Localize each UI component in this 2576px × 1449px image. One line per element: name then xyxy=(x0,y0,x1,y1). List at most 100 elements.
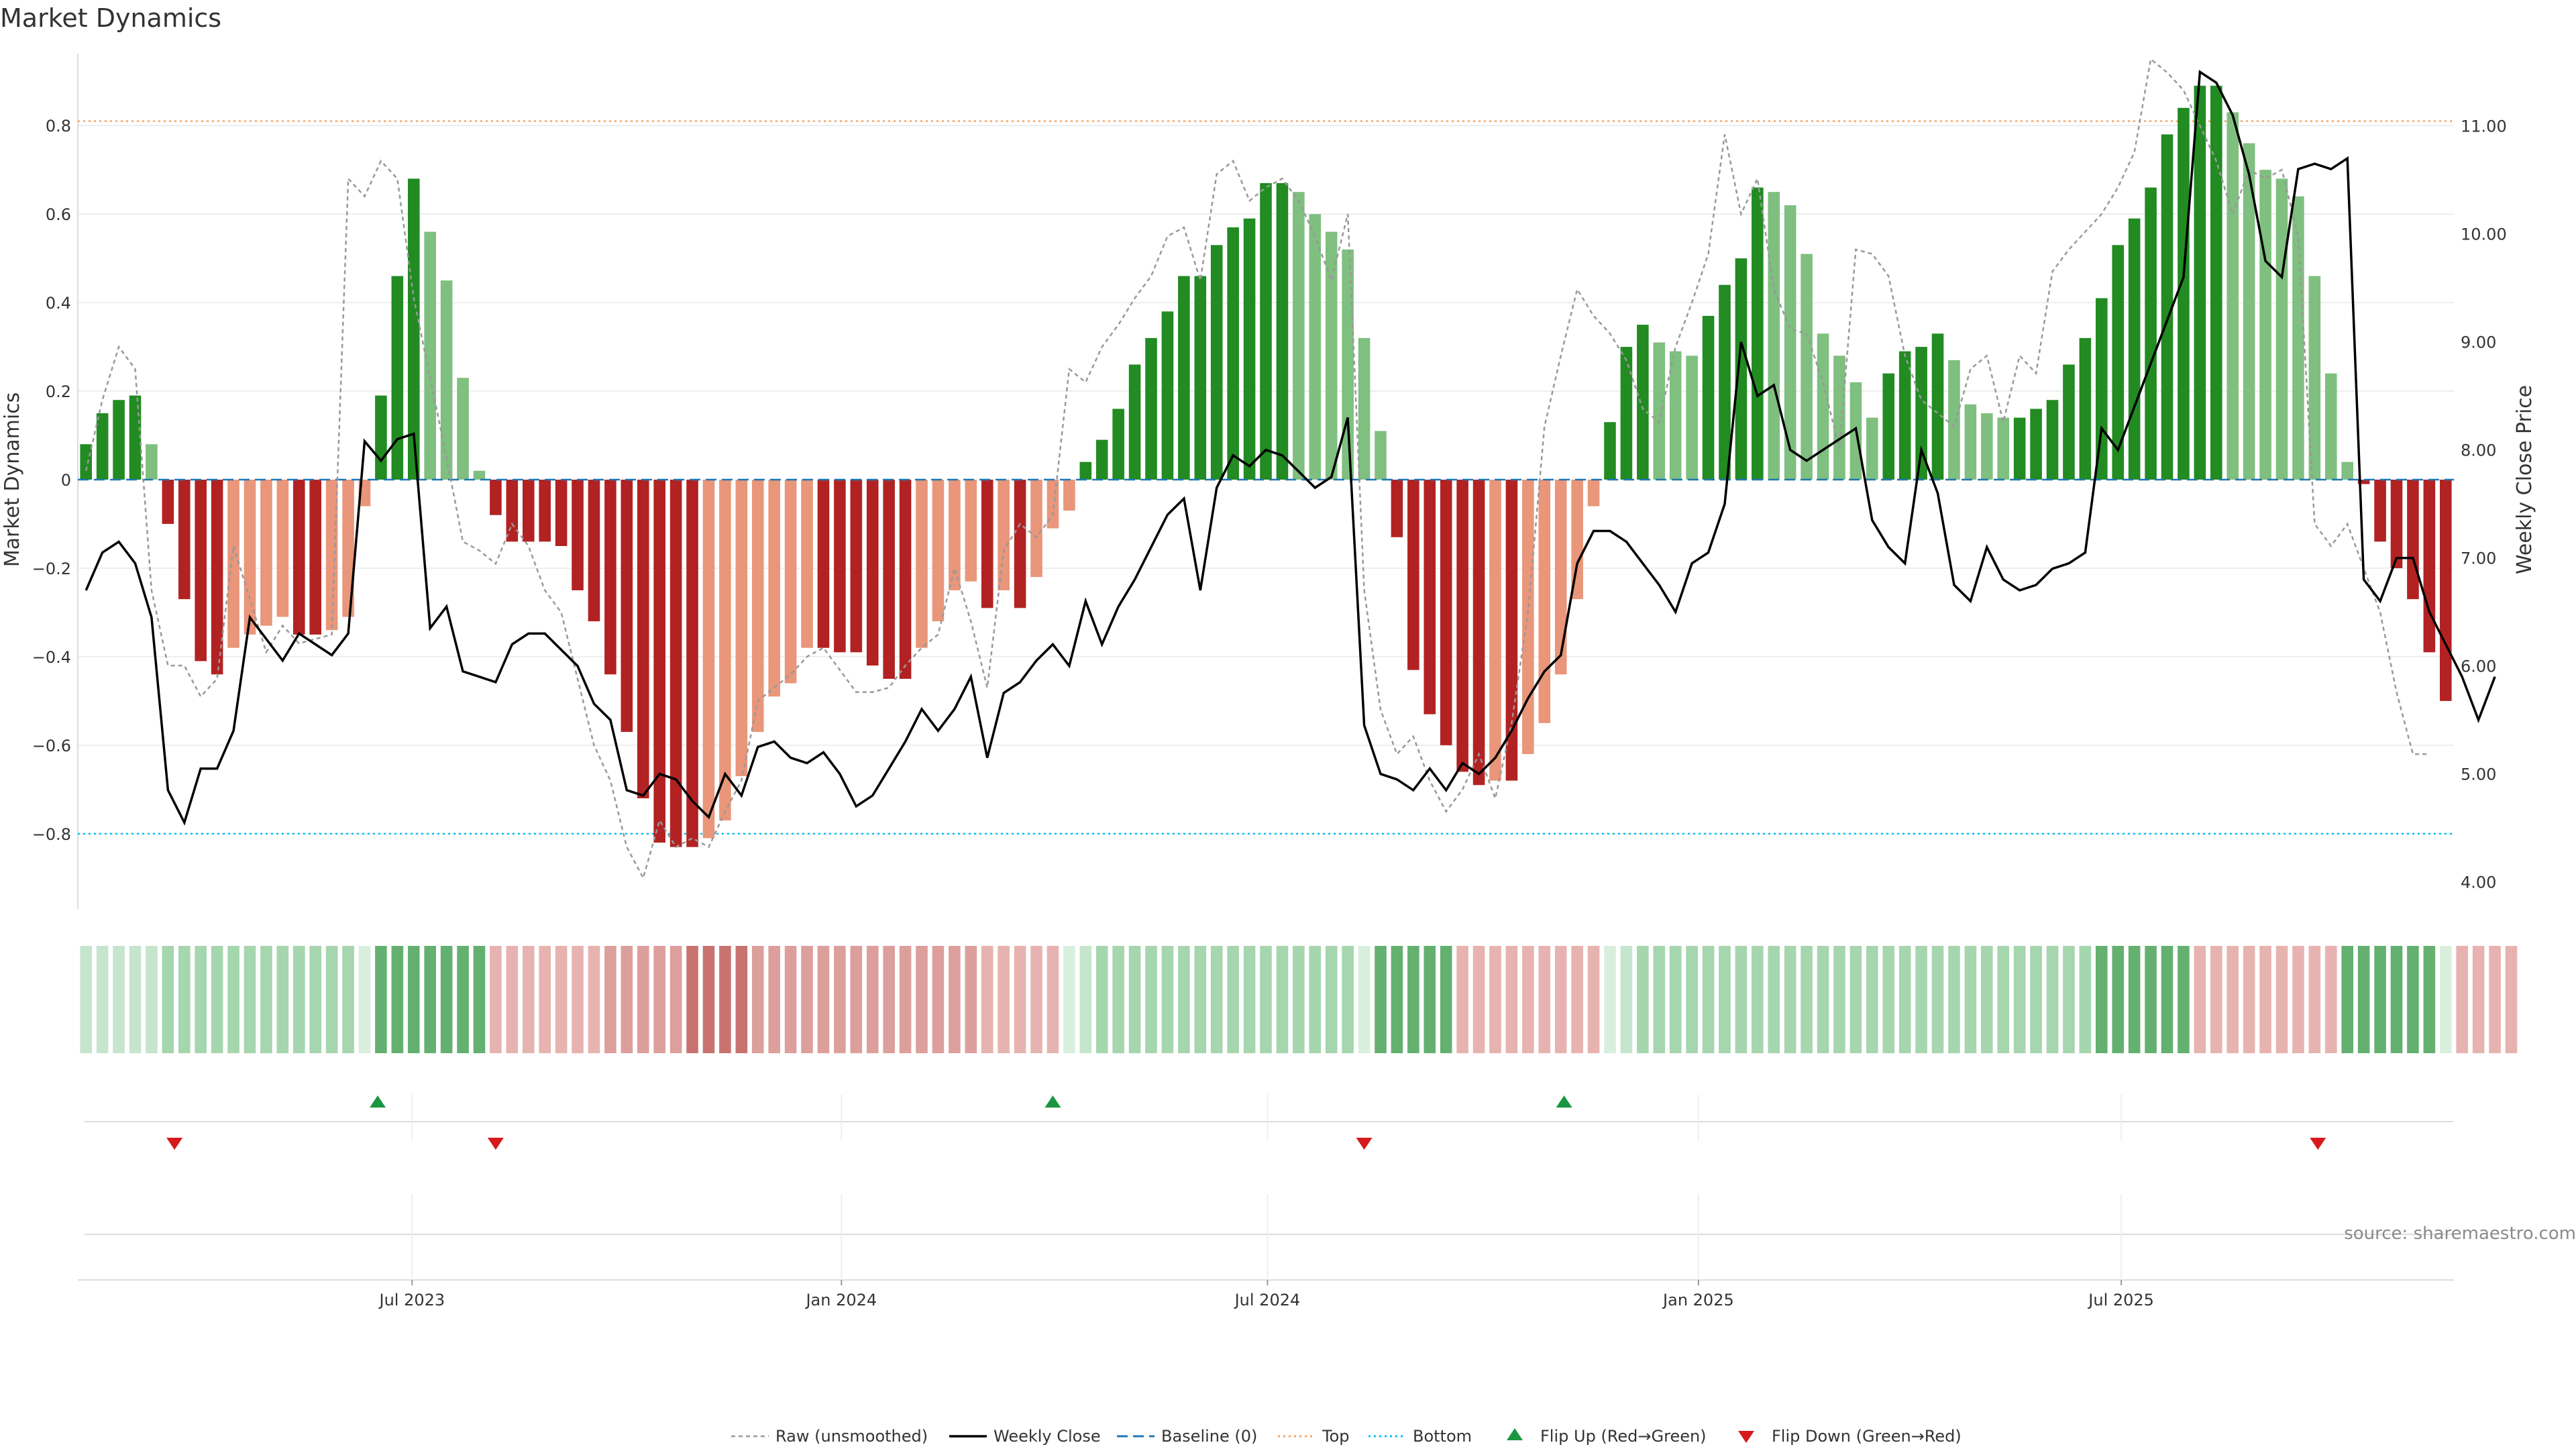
regime-cell xyxy=(1817,946,1829,1053)
regime-cell xyxy=(539,946,551,1053)
regime-cell xyxy=(1882,946,1895,1053)
dynamics-bar xyxy=(440,280,453,480)
dynamics-bar xyxy=(1784,205,1796,480)
dynamics-bar xyxy=(1440,480,1452,745)
regime-cell xyxy=(1079,946,1092,1053)
dynamics-bar xyxy=(1260,182,1272,480)
regime-cell xyxy=(981,946,994,1053)
regime-cell xyxy=(1801,946,1813,1053)
regime-cell xyxy=(1243,946,1256,1053)
regime-cell xyxy=(1489,946,1501,1053)
dynamics-bar xyxy=(2341,462,2354,480)
regime-cell xyxy=(604,946,616,1053)
dynamics-bar xyxy=(457,378,469,480)
dynamics-bar xyxy=(768,480,780,697)
dynamics-bar xyxy=(1817,333,1829,480)
dynamics-bar xyxy=(113,400,125,480)
dynamics-bar xyxy=(1112,409,1124,480)
regime-cell xyxy=(1571,946,1583,1053)
dynamics-bar xyxy=(522,480,535,542)
y2-tick-label: 4.00 xyxy=(2461,873,2496,892)
dynamics-bar xyxy=(2046,400,2059,480)
dynamics-bar xyxy=(1898,351,1911,480)
dynamics-bar xyxy=(1637,325,1649,480)
regime-cell xyxy=(1719,946,1731,1053)
dynamics-bar xyxy=(276,480,289,617)
dynamics-bar xyxy=(784,480,797,684)
dynamics-bar xyxy=(2194,85,2206,480)
dynamics-bar xyxy=(195,480,207,661)
flip-up-marker xyxy=(1556,1095,1572,1108)
dynamics-bar xyxy=(1276,182,1289,480)
dynamics-bar xyxy=(1801,254,1813,480)
regime-cell xyxy=(1522,946,1534,1053)
dynamics-bar xyxy=(1079,462,1092,480)
dynamics-bar xyxy=(2210,85,2222,480)
dynamics-bar xyxy=(801,480,813,648)
dynamics-bar xyxy=(1161,311,1174,480)
y2-tick-label: 6.00 xyxy=(2461,657,2496,676)
dynamics-bar xyxy=(539,480,551,542)
dynamics-bar xyxy=(686,480,698,847)
flip-markers xyxy=(85,1095,2454,1235)
dynamics-bar xyxy=(1587,480,1600,506)
flip-down-marker xyxy=(2310,1138,2326,1150)
dynamics-bar xyxy=(1702,315,1715,480)
regime-cell xyxy=(2423,946,2436,1053)
regime-cell xyxy=(1964,946,1977,1053)
regime-cell xyxy=(1505,946,1518,1053)
regime-cell xyxy=(702,946,715,1053)
dynamics-bar xyxy=(719,480,731,821)
regime-cell xyxy=(506,946,519,1053)
regime-cell xyxy=(1702,946,1715,1053)
regime-cell xyxy=(2308,946,2321,1053)
y-tick-label: −0.2 xyxy=(32,559,71,578)
dynamics-bar xyxy=(80,444,93,480)
regime-cell xyxy=(621,946,633,1053)
dynamics-bar xyxy=(572,480,584,590)
dynamics-bar xyxy=(2439,480,2452,701)
source-label: source: sharemaestro.com xyxy=(2344,1224,2576,1244)
dynamics-bar xyxy=(1030,480,1042,578)
regime-cell xyxy=(1931,946,1944,1053)
x-tick-label: Jul 2023 xyxy=(378,1291,445,1309)
dynamics-bar xyxy=(2013,417,2026,480)
dynamics-bar xyxy=(1669,351,1682,480)
dynamics-bar xyxy=(1472,480,1485,786)
dynamics-bar xyxy=(932,480,945,622)
dynamics-bar xyxy=(702,480,715,839)
dynamics-bar xyxy=(1456,480,1468,772)
regime-cell xyxy=(899,946,912,1053)
dynamics-bar xyxy=(1489,480,1501,781)
dynamics-bar xyxy=(751,480,764,733)
dynamics-bar xyxy=(866,480,879,666)
dynamics-bar xyxy=(1375,431,1387,480)
dynamics-bar xyxy=(1997,417,2010,480)
regime-cell xyxy=(1210,946,1223,1053)
dynamics-bar xyxy=(178,480,191,600)
legend: Raw (unsmoothed) Weekly Close Baseline (0)… xyxy=(731,1427,1962,1446)
regime-cell xyxy=(1472,946,1485,1053)
grid xyxy=(77,54,2454,909)
dynamics-bar xyxy=(211,480,223,675)
regime-cell xyxy=(1145,946,1157,1053)
dynamics-bar xyxy=(621,480,633,733)
dynamics-bar xyxy=(1293,192,1305,480)
dynamics-bar xyxy=(2145,187,2157,480)
regime-cell xyxy=(2357,946,2370,1053)
regime-cell xyxy=(1095,946,1108,1053)
regime-cell xyxy=(784,946,797,1053)
dynamics-bar xyxy=(1227,227,1239,480)
regime-cell xyxy=(309,946,321,1053)
dynamics-bar xyxy=(981,480,994,608)
dynamics-bar xyxy=(1964,404,1977,480)
regime-cell xyxy=(1325,946,1338,1053)
regime-cell xyxy=(1309,946,1322,1053)
dynamics-bar xyxy=(1063,480,1075,511)
dynamics-bar xyxy=(424,231,436,480)
regime-cell xyxy=(1981,946,1993,1053)
dynamics-bar xyxy=(1522,480,1534,755)
y2-ticks: 11.00 10.00 9.00 8.00 7.00 6.00 5.00 4.00 xyxy=(2461,117,2507,892)
regime-cell xyxy=(1587,946,1600,1053)
